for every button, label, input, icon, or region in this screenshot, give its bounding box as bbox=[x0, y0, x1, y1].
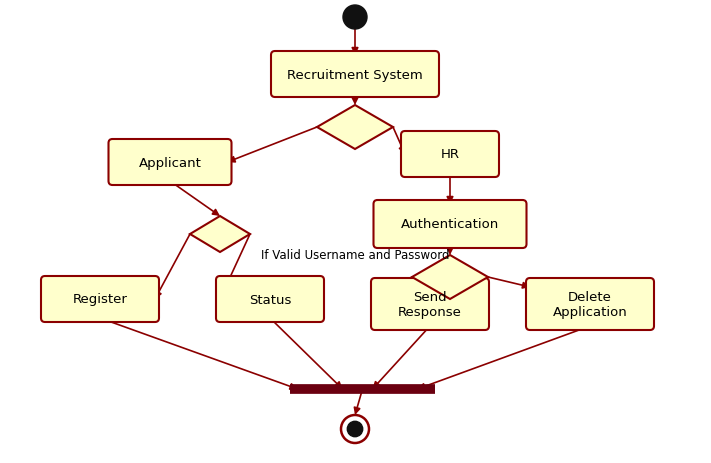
Text: Authentication: Authentication bbox=[401, 218, 499, 231]
FancyBboxPatch shape bbox=[109, 140, 232, 186]
Text: Send
Response: Send Response bbox=[398, 290, 462, 319]
FancyBboxPatch shape bbox=[526, 278, 654, 330]
Circle shape bbox=[347, 421, 363, 437]
FancyBboxPatch shape bbox=[271, 52, 439, 98]
Circle shape bbox=[343, 6, 367, 30]
FancyBboxPatch shape bbox=[371, 278, 489, 330]
Text: Recruitment System: Recruitment System bbox=[287, 69, 423, 81]
FancyBboxPatch shape bbox=[216, 276, 324, 322]
Polygon shape bbox=[412, 256, 488, 300]
Text: Register: Register bbox=[73, 293, 127, 306]
Text: Delete
Application: Delete Application bbox=[552, 290, 627, 319]
FancyBboxPatch shape bbox=[41, 276, 159, 322]
Polygon shape bbox=[190, 217, 250, 252]
FancyBboxPatch shape bbox=[373, 200, 527, 249]
Text: Applicant: Applicant bbox=[139, 156, 201, 169]
Circle shape bbox=[341, 415, 369, 443]
Polygon shape bbox=[317, 106, 393, 150]
FancyBboxPatch shape bbox=[401, 131, 499, 178]
Text: HR: HR bbox=[441, 148, 459, 161]
Text: Status: Status bbox=[249, 293, 292, 306]
Text: If Valid Username and Password: If Valid Username and Password bbox=[261, 249, 449, 262]
